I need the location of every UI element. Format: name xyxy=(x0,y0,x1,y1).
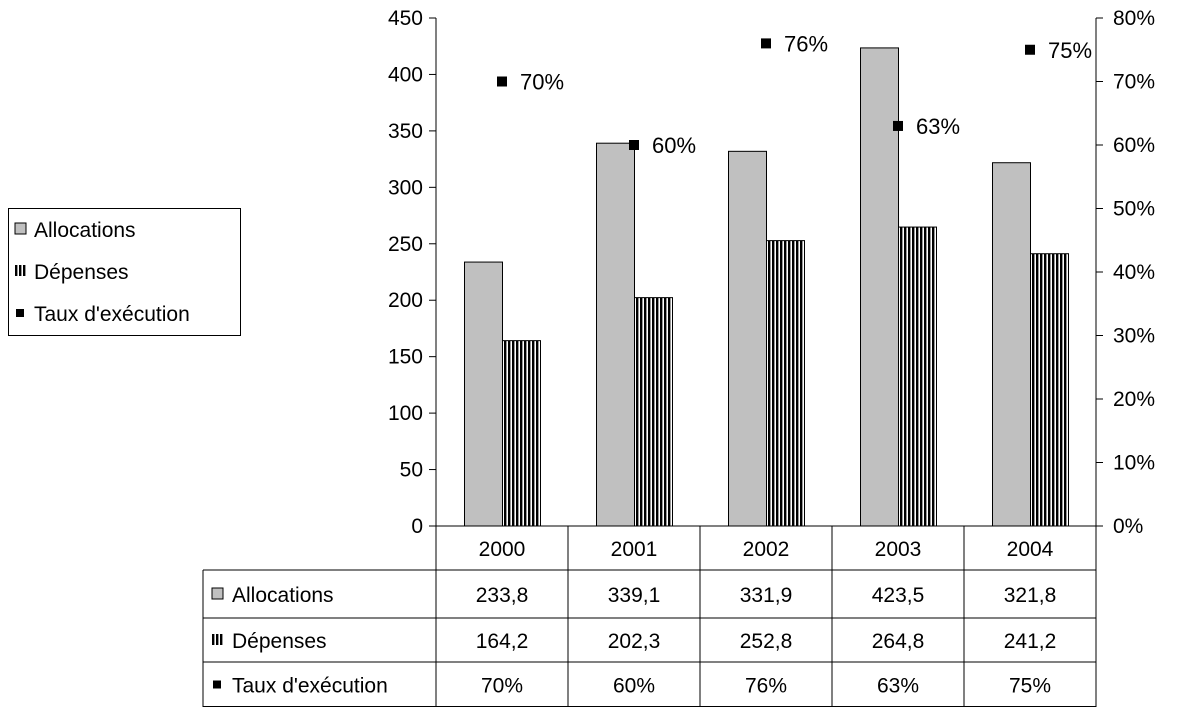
left-tick-label: 0 xyxy=(411,515,423,538)
table-value: 241,2 xyxy=(1004,630,1057,653)
category-label: 2002 xyxy=(743,538,790,561)
table-value: 164,2 xyxy=(476,630,529,653)
legend-box xyxy=(8,208,241,336)
legend-rate-key xyxy=(16,309,24,317)
right-tick-label: 10% xyxy=(1113,452,1155,475)
bar-depenses xyxy=(766,240,805,527)
bar-allocations xyxy=(992,162,1031,527)
bar-depenses xyxy=(502,340,541,527)
bar-allocations xyxy=(728,150,767,527)
bars xyxy=(464,47,1069,527)
right-tick-label: 0% xyxy=(1113,515,1143,538)
table-value: 233,8 xyxy=(476,584,529,607)
table-value: 321,8 xyxy=(1004,584,1057,607)
left-tick-label: 350 xyxy=(388,120,423,143)
right-tick-label: 30% xyxy=(1113,325,1155,348)
left-y-axis: 0 50 100 150 200 250 300 350 400 450 xyxy=(388,7,437,538)
left-tick-label: 400 xyxy=(388,63,423,86)
stripe xyxy=(23,265,26,276)
table-value: 331,9 xyxy=(740,584,793,607)
legend-label: Taux d'exécution xyxy=(34,303,190,326)
table-value: 202,3 xyxy=(608,630,661,653)
rate-points: 70% 60% 76% 63% 75% xyxy=(497,31,1092,158)
table-value: 75% xyxy=(1009,675,1051,698)
table-row-label: Dépenses xyxy=(232,630,327,653)
stripe xyxy=(216,634,219,645)
stripe xyxy=(212,634,215,645)
table-value: 423,5 xyxy=(872,584,925,607)
rate-marker xyxy=(497,76,507,87)
bar-allocations xyxy=(860,47,899,527)
left-tick-label: 50 xyxy=(400,459,423,482)
stripe xyxy=(19,265,22,276)
bar-allocations xyxy=(464,261,503,527)
right-y-axis: 0% 10% 20% 30% 40% 50% 60% 70% 80% xyxy=(1095,7,1155,538)
right-tick-label: 70% xyxy=(1113,71,1155,94)
left-tick-label: 150 xyxy=(388,346,423,369)
table-value: 70% xyxy=(481,675,523,698)
stripe xyxy=(15,265,18,276)
table-value: 339,1 xyxy=(608,584,661,607)
rate-data-label: 63% xyxy=(916,114,960,139)
legend: Allocations Dépenses Taux d'exécution xyxy=(8,208,241,336)
rate-data-label: 76% xyxy=(784,31,828,56)
bar-depenses xyxy=(1030,253,1069,527)
rate-marker xyxy=(761,38,771,49)
bar-depenses xyxy=(898,226,937,527)
table-row-label: Allocations xyxy=(232,584,334,607)
right-tick-label: 60% xyxy=(1113,134,1155,157)
category-label: 2000 xyxy=(479,538,526,561)
rate-marker xyxy=(629,140,639,150)
legend-label: Dépenses xyxy=(34,261,129,284)
stripe xyxy=(220,634,223,645)
table-value: 76% xyxy=(745,675,787,698)
rate-data-label: 60% xyxy=(652,133,696,158)
right-tick-label: 20% xyxy=(1113,388,1155,411)
left-tick-label: 300 xyxy=(388,176,423,199)
table-row-label: Taux d'exécution xyxy=(232,675,388,698)
left-tick-label: 450 xyxy=(388,7,423,30)
category-label: 2004 xyxy=(1007,538,1054,561)
bar-depenses xyxy=(634,297,673,527)
bar-allocations xyxy=(596,142,635,527)
right-tick-label: 80% xyxy=(1113,7,1155,30)
right-tick-label: 40% xyxy=(1113,261,1155,284)
legend-label: Allocations xyxy=(34,219,136,242)
rate-marker xyxy=(893,120,903,131)
category-label: 2003 xyxy=(875,538,922,561)
rate-marker xyxy=(1025,44,1035,55)
rate-data-label: 75% xyxy=(1048,38,1092,63)
depenses-key xyxy=(212,634,223,645)
left-tick-label: 200 xyxy=(388,289,423,312)
table-value: 252,8 xyxy=(740,630,793,653)
allocations-key xyxy=(211,587,224,600)
legend-allocations-key xyxy=(14,222,27,235)
legend-depenses-key xyxy=(15,265,26,276)
left-tick-label: 250 xyxy=(388,233,423,256)
rate-key xyxy=(213,680,221,689)
rate-data-label: 70% xyxy=(520,70,564,95)
table-value: 60% xyxy=(613,675,655,698)
category-label: 2001 xyxy=(611,538,658,561)
right-tick-label: 50% xyxy=(1113,198,1155,221)
data-table: 2000 2001 2002 2003 2004 Allocations 233,8 339,… xyxy=(202,525,1097,707)
table-value: 63% xyxy=(877,675,919,698)
table-value: 264,8 xyxy=(872,630,925,653)
left-tick-label: 100 xyxy=(388,402,423,425)
